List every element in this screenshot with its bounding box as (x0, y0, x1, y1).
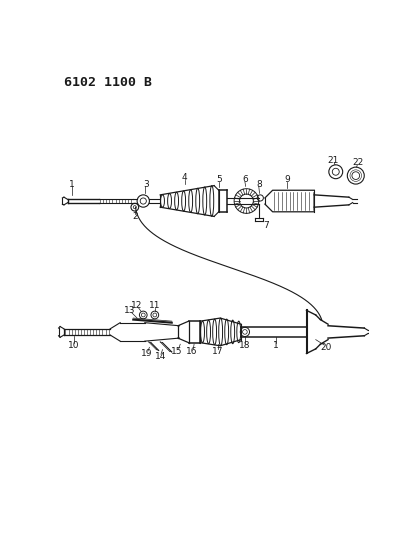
Text: 3: 3 (143, 180, 149, 189)
Text: 6102 1100 B: 6102 1100 B (64, 76, 152, 88)
Text: 10: 10 (68, 341, 80, 350)
Text: 22: 22 (353, 158, 364, 167)
Text: 4: 4 (182, 173, 188, 182)
Text: 15: 15 (171, 346, 183, 356)
Text: 21: 21 (327, 156, 338, 165)
Text: 13: 13 (124, 306, 135, 315)
Text: 12: 12 (132, 301, 143, 310)
Text: 5: 5 (216, 175, 222, 184)
Text: 18: 18 (239, 341, 251, 350)
Text: 2: 2 (132, 212, 138, 221)
Text: 11: 11 (149, 301, 161, 310)
Text: 1: 1 (69, 180, 74, 189)
Text: 6: 6 (242, 175, 248, 184)
Text: 20: 20 (320, 343, 331, 352)
Text: 17: 17 (212, 346, 224, 356)
Text: 14: 14 (155, 352, 166, 361)
Text: 9: 9 (284, 175, 290, 184)
Text: 7: 7 (263, 221, 269, 230)
Text: 8: 8 (256, 180, 262, 189)
Text: 1: 1 (273, 341, 279, 350)
Text: 16: 16 (186, 346, 198, 356)
Text: 19: 19 (141, 349, 152, 358)
